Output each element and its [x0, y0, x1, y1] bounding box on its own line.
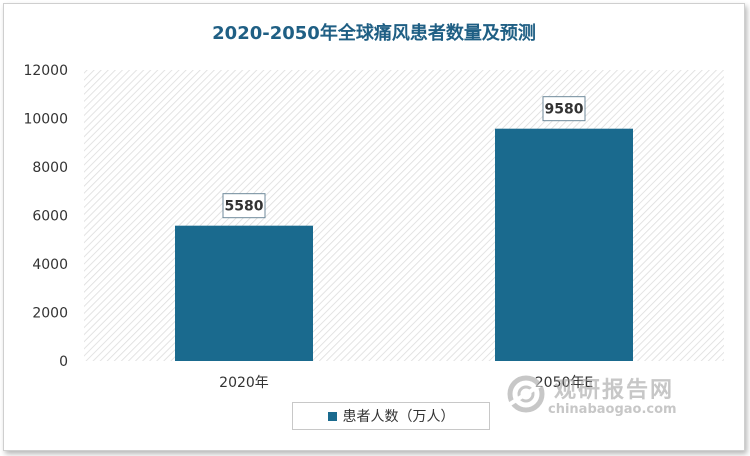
- y-tick-label: 0: [59, 354, 68, 370]
- watermark-cn: 观研报告网: [554, 378, 675, 403]
- chart-frame: 2020-2050年全球痛风患者数量及预测 0 2000 4000 6000 8000 1…: [3, 3, 745, 451]
- x-axis: 2020年 2050年E: [219, 375, 593, 391]
- legend-label: 患者人数（万人）: [342, 409, 455, 425]
- y-tick-label: 10000: [23, 112, 68, 128]
- chart-svg: 0 2000 4000 6000 8000 10000 12000 5580 9580 202…: [23, 63, 724, 391]
- watermark-en: chinabaogao.com: [548, 402, 677, 417]
- chart-title: 2020-2050年全球痛风患者数量及预测: [212, 23, 536, 44]
- bar: [495, 128, 633, 361]
- x-tick-label: 2020年: [219, 375, 269, 391]
- y-tick-label: 2000: [32, 306, 68, 322]
- legend-swatch: [327, 411, 337, 421]
- y-tick-label: 12000: [23, 63, 68, 79]
- y-axis: 0 2000 4000 6000 8000 10000 12000: [23, 63, 68, 370]
- y-tick-label: 8000: [32, 160, 68, 176]
- data-label: 5580: [225, 199, 264, 215]
- y-tick-label: 6000: [32, 209, 68, 225]
- x-tick-label: 2050年E: [535, 375, 593, 391]
- watermark: 观研报告网 chinabaogao.com: [504, 368, 684, 420]
- legend: 患者人数（万人）: [292, 402, 490, 430]
- data-label-box: [542, 96, 586, 122]
- y-tick-label: 4000: [32, 257, 68, 273]
- bars-group: 5580 9580: [175, 96, 633, 361]
- watermark-logo-icon: [507, 375, 545, 413]
- bar: [175, 225, 313, 361]
- data-label-box: [222, 193, 266, 219]
- data-label: 9580: [545, 102, 584, 118]
